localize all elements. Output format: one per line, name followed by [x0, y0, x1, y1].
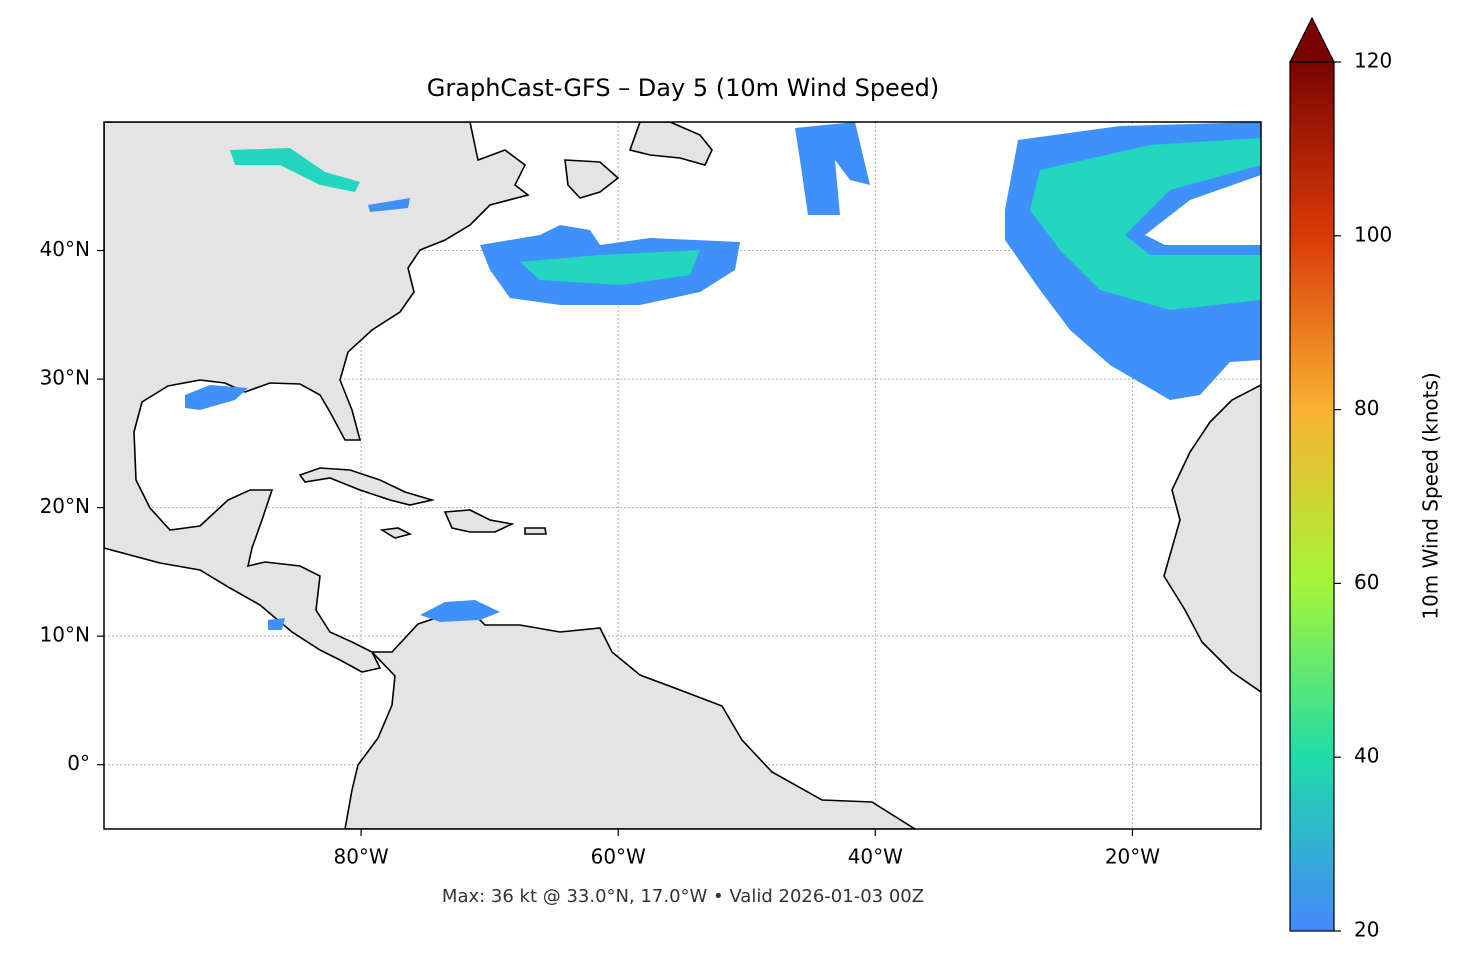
- labrador: [628, 122, 713, 166]
- wind-patch: [368, 198, 410, 212]
- map-title: GraphCast-GFS – Day 5 (10m Wind Speed): [427, 74, 939, 102]
- y-tick-label: 30°N: [40, 366, 90, 390]
- wind-patch: [268, 618, 285, 630]
- colorbar-tick-label: 40: [1354, 744, 1379, 768]
- colorbar-extend: [1289, 16, 1335, 63]
- cuba: [298, 467, 436, 506]
- wind-patch: [185, 385, 248, 410]
- footer: Max: 36 kt @ 33.0°N, 17.0°W • Valid 2026…: [442, 886, 924, 907]
- colorbar-gradient: [1289, 61, 1335, 932]
- jamaica: [379, 527, 413, 539]
- colorbar: 20 40 60 80 100 120: [1289, 16, 1392, 942]
- axes: 80°W 60°W 40°W 20°W 0° 10°N 20°N 30°N 40°N: [40, 237, 1161, 868]
- map: [104, 122, 1261, 829]
- x-tick-label: 60°W: [591, 845, 646, 869]
- wind-patch: [520, 250, 700, 285]
- colorbar-tick-label: 120: [1354, 49, 1392, 73]
- north-america: [104, 122, 530, 673]
- wind-patch: [1030, 138, 1261, 310]
- wind-patch: [420, 600, 500, 622]
- colorbar-tick-label: 80: [1354, 396, 1379, 420]
- colorbar-tick-label: 60: [1354, 570, 1379, 594]
- colorbar-label: 10m Wind Speed (knots): [1419, 372, 1443, 619]
- y-tick-label: 10°N: [40, 623, 90, 647]
- wind-field: [185, 122, 1261, 630]
- wind-patch: [795, 122, 870, 215]
- y-tick-label: 20°N: [40, 494, 90, 518]
- x-tick-label: 40°W: [848, 845, 903, 869]
- wind-patch: [230, 148, 360, 192]
- puerto-rico: [524, 527, 547, 535]
- map-frame: [103, 121, 1262, 830]
- x-tick-label: 80°W: [333, 845, 388, 869]
- newfoundland: [564, 159, 620, 199]
- africa: [1163, 384, 1261, 693]
- y-tick-label: 0°: [67, 751, 90, 775]
- colorbar-tick-label: 100: [1354, 222, 1392, 246]
- y-tick-label: 40°N: [40, 237, 90, 261]
- hispaniola: [443, 509, 515, 533]
- x-tick-label: 20°W: [1105, 845, 1160, 869]
- colorbar-tick-label: 20: [1354, 918, 1379, 942]
